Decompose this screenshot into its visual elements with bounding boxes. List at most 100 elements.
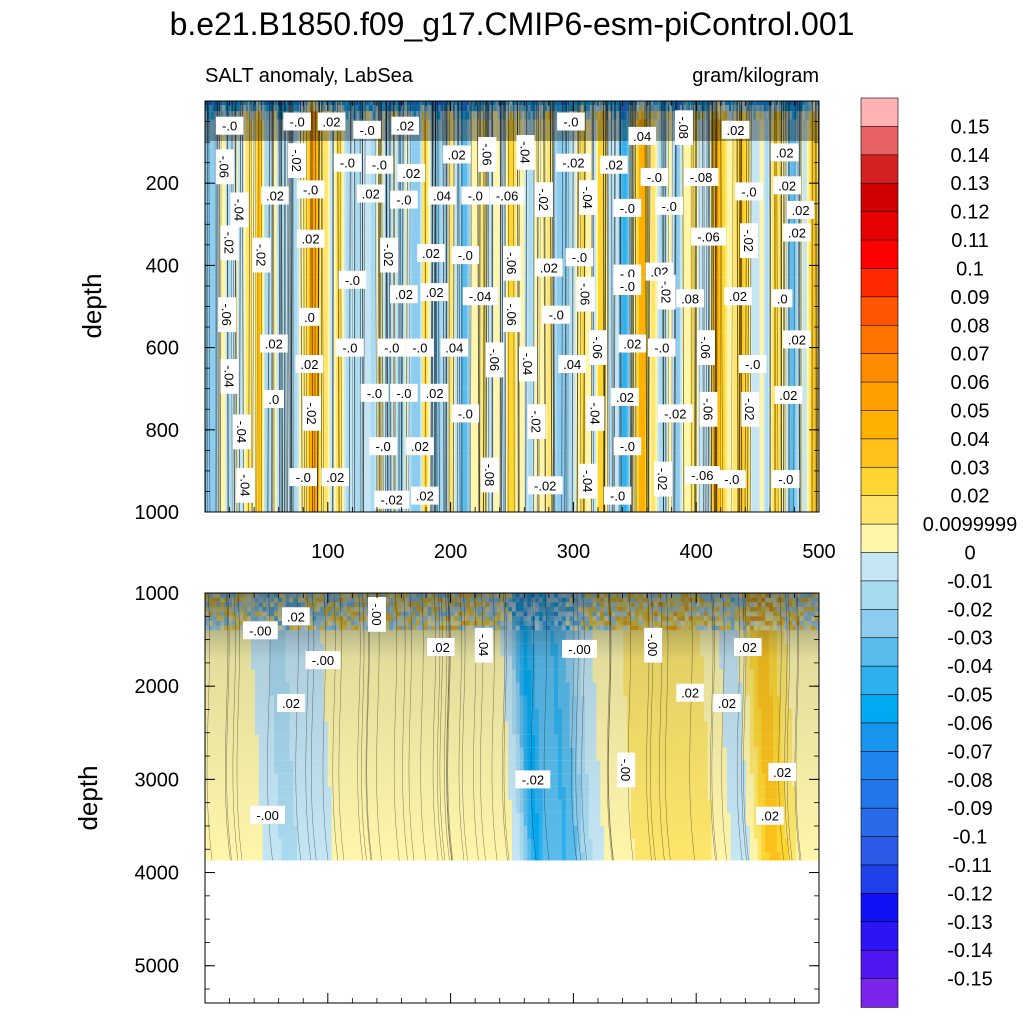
contour-cell: [277, 233, 279, 278]
contour-cell: [766, 196, 768, 233]
contour-cell: [330, 278, 332, 331]
contour-cell: [723, 389, 725, 451]
contour-label-text: -.0: [372, 158, 387, 173]
contour-cell: [600, 196, 602, 233]
contour-label-text: .02: [778, 178, 796, 193]
contour-label-text: -.04: [238, 474, 253, 496]
contour-label: .0: [299, 308, 319, 326]
contour-cell: [760, 196, 762, 233]
contour-label-text: -.02: [222, 232, 237, 254]
contour-cell: [522, 450, 524, 512]
contour-label: -.0: [390, 191, 418, 209]
contour-cell: [242, 167, 244, 196]
contour-cell: [535, 278, 537, 331]
contour-cell: [211, 167, 213, 196]
contour-label: -.04: [237, 468, 255, 503]
contour-cell: [211, 196, 213, 233]
contour-cell: [803, 450, 805, 512]
contour-cell: [637, 146, 639, 167]
contour-cell: [655, 146, 657, 167]
contour-label-text: -.0: [396, 193, 411, 208]
contour-cell: [328, 196, 330, 233]
contour-cell: [316, 196, 318, 233]
contour-cell: [655, 389, 657, 451]
contour-cell: [373, 331, 375, 389]
contour-cell: [573, 196, 575, 233]
contour-cell: [678, 331, 680, 389]
contour-cell: [522, 233, 524, 278]
contour-cell: [367, 278, 369, 331]
contour-cell: [211, 233, 213, 278]
x-tick-label: 300: [557, 541, 590, 563]
contour-label: -.0: [452, 404, 480, 422]
contour-cell: [725, 146, 727, 167]
y-tick-label: 800: [146, 420, 179, 442]
contour-cell: [209, 146, 211, 167]
contour-cell: [473, 146, 475, 167]
contour-cell: [246, 233, 248, 278]
contour-cell: [371, 278, 373, 331]
contour-cell: [813, 389, 815, 451]
contour-cell: [766, 146, 768, 167]
contour-cell: [569, 389, 571, 451]
contour-cell: [258, 196, 260, 233]
contour-label: -.0: [283, 113, 311, 131]
contour-label-text: .02: [411, 439, 429, 454]
contour-label-text: -.06: [590, 336, 605, 358]
contour-cell: [277, 450, 279, 512]
contour-label: -.04: [517, 135, 535, 170]
contour-cell: [530, 278, 532, 331]
contour-cell: [334, 331, 336, 389]
contour-cell: [326, 233, 328, 278]
contour-label-text: -.02: [562, 156, 584, 171]
x-tick-label: 100: [311, 541, 344, 563]
contour-cell: [463, 450, 465, 512]
contour-cell: [510, 146, 512, 167]
contour-cell: [733, 196, 735, 233]
y-tick-label: 400: [146, 255, 179, 277]
contour-cell: [297, 196, 299, 233]
contour-cell: [295, 278, 297, 331]
contour-cell: [489, 233, 491, 278]
contour-cell: [641, 389, 643, 451]
contour-cell: [700, 196, 702, 233]
contour-label: -.0: [739, 355, 767, 373]
contour-label-text: -.06: [578, 283, 593, 305]
contour-label: -.02: [658, 275, 676, 310]
contour-label: -.04: [519, 347, 537, 382]
contour-cell: [727, 146, 729, 167]
contour-label: .04: [428, 187, 456, 205]
contour-label-text: -.06: [479, 143, 494, 165]
contour-label: -.04: [579, 464, 597, 499]
contour-label: .02: [421, 384, 449, 402]
contour-label-text: .02: [792, 203, 810, 218]
contour-label-text: .0: [304, 310, 315, 325]
x-tick-label: 400: [680, 541, 713, 563]
contour-label-text: -.08: [482, 464, 497, 486]
contour-cell: [475, 331, 477, 389]
contour-cell: [297, 389, 299, 451]
contour-cell: [567, 196, 569, 233]
contour-cell: [764, 450, 766, 512]
contour-cell: [342, 196, 344, 233]
contour-cell: [262, 450, 264, 512]
contour-cell: [586, 331, 588, 389]
contour-cell: [557, 389, 559, 451]
contour-cell: [528, 278, 530, 331]
contour-cell: [547, 389, 549, 451]
contour-cell: [651, 278, 653, 331]
contour-cell: [756, 146, 758, 167]
contour-cell: [209, 167, 211, 196]
contour-label-text: -.0: [396, 386, 411, 401]
contour-label-text: .08: [681, 291, 699, 306]
contour-cell: [649, 450, 651, 512]
contour-label-text: .02: [416, 489, 434, 504]
y-tick-label: 200: [146, 173, 179, 195]
contour-cell: [301, 196, 303, 233]
contour-cell: [350, 450, 352, 512]
contour-label: -.0: [297, 180, 325, 198]
contour-cell: [330, 196, 332, 233]
contour-cell: [686, 196, 688, 233]
contour-cell: [729, 233, 731, 278]
contour-cell: [668, 146, 670, 167]
